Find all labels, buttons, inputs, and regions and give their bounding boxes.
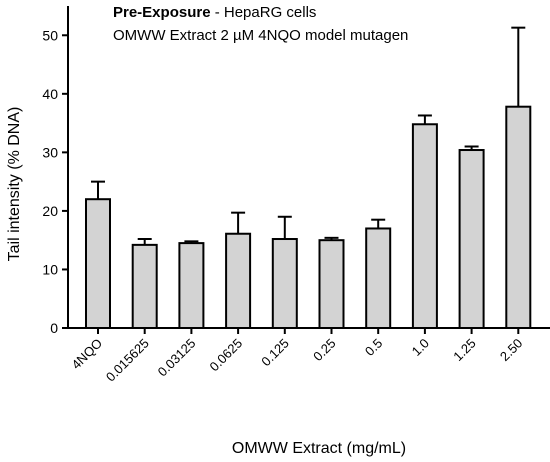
y-axis-label: Tail intensity (% DNA)	[6, 107, 23, 262]
x-tick-label: 0.25	[310, 336, 339, 365]
x-tick-label: 1.0	[409, 336, 432, 359]
bars	[85, 105, 532, 330]
bar	[271, 238, 298, 329]
x-tick-label: 4NQO	[68, 336, 105, 373]
x-tick-label: 0.125	[258, 336, 292, 370]
bar	[365, 227, 392, 330]
bar	[225, 232, 252, 329]
x-tick-label: 0.5	[362, 336, 385, 359]
bar	[178, 242, 205, 329]
error-bars	[91, 26, 526, 245]
bar	[318, 239, 345, 330]
y-tick-label: 20	[42, 203, 58, 219]
bar	[411, 123, 438, 329]
x-tick-label: 0.0625	[206, 336, 245, 375]
chart-subtitle: OMWW Extract 2 µM 4NQO model mutagen	[113, 27, 408, 44]
y-tick-label: 30	[42, 144, 58, 160]
y-tick-label: 40	[42, 86, 58, 102]
chart-title-line: Pre-Exposure - HepaRG cells	[113, 4, 316, 21]
chart-title: Pre-Exposure - HepaRG cells OMWW Extract…	[113, 4, 408, 44]
y-axis: 0 10 20 30 40 50	[42, 6, 69, 336]
y-tick-label: 0	[50, 320, 58, 336]
x-tick-label: 0.03125	[155, 336, 199, 380]
bar	[458, 149, 485, 329]
bar	[131, 243, 158, 329]
x-axis-label: OMWW Extract (mg/mL)	[232, 440, 406, 457]
x-tick-label: 1.25	[450, 336, 479, 365]
x-tick-label: 0.015625	[103, 336, 152, 385]
chart-title-bold: Pre-Exposure	[113, 4, 211, 21]
x-tick-label: 2.50	[497, 336, 526, 365]
bar	[85, 198, 111, 329]
chart-title-rest: - HepaRG cells	[211, 4, 317, 21]
y-tick-label: 50	[42, 27, 58, 43]
y-tick-label: 10	[42, 261, 58, 277]
bar	[505, 105, 532, 329]
